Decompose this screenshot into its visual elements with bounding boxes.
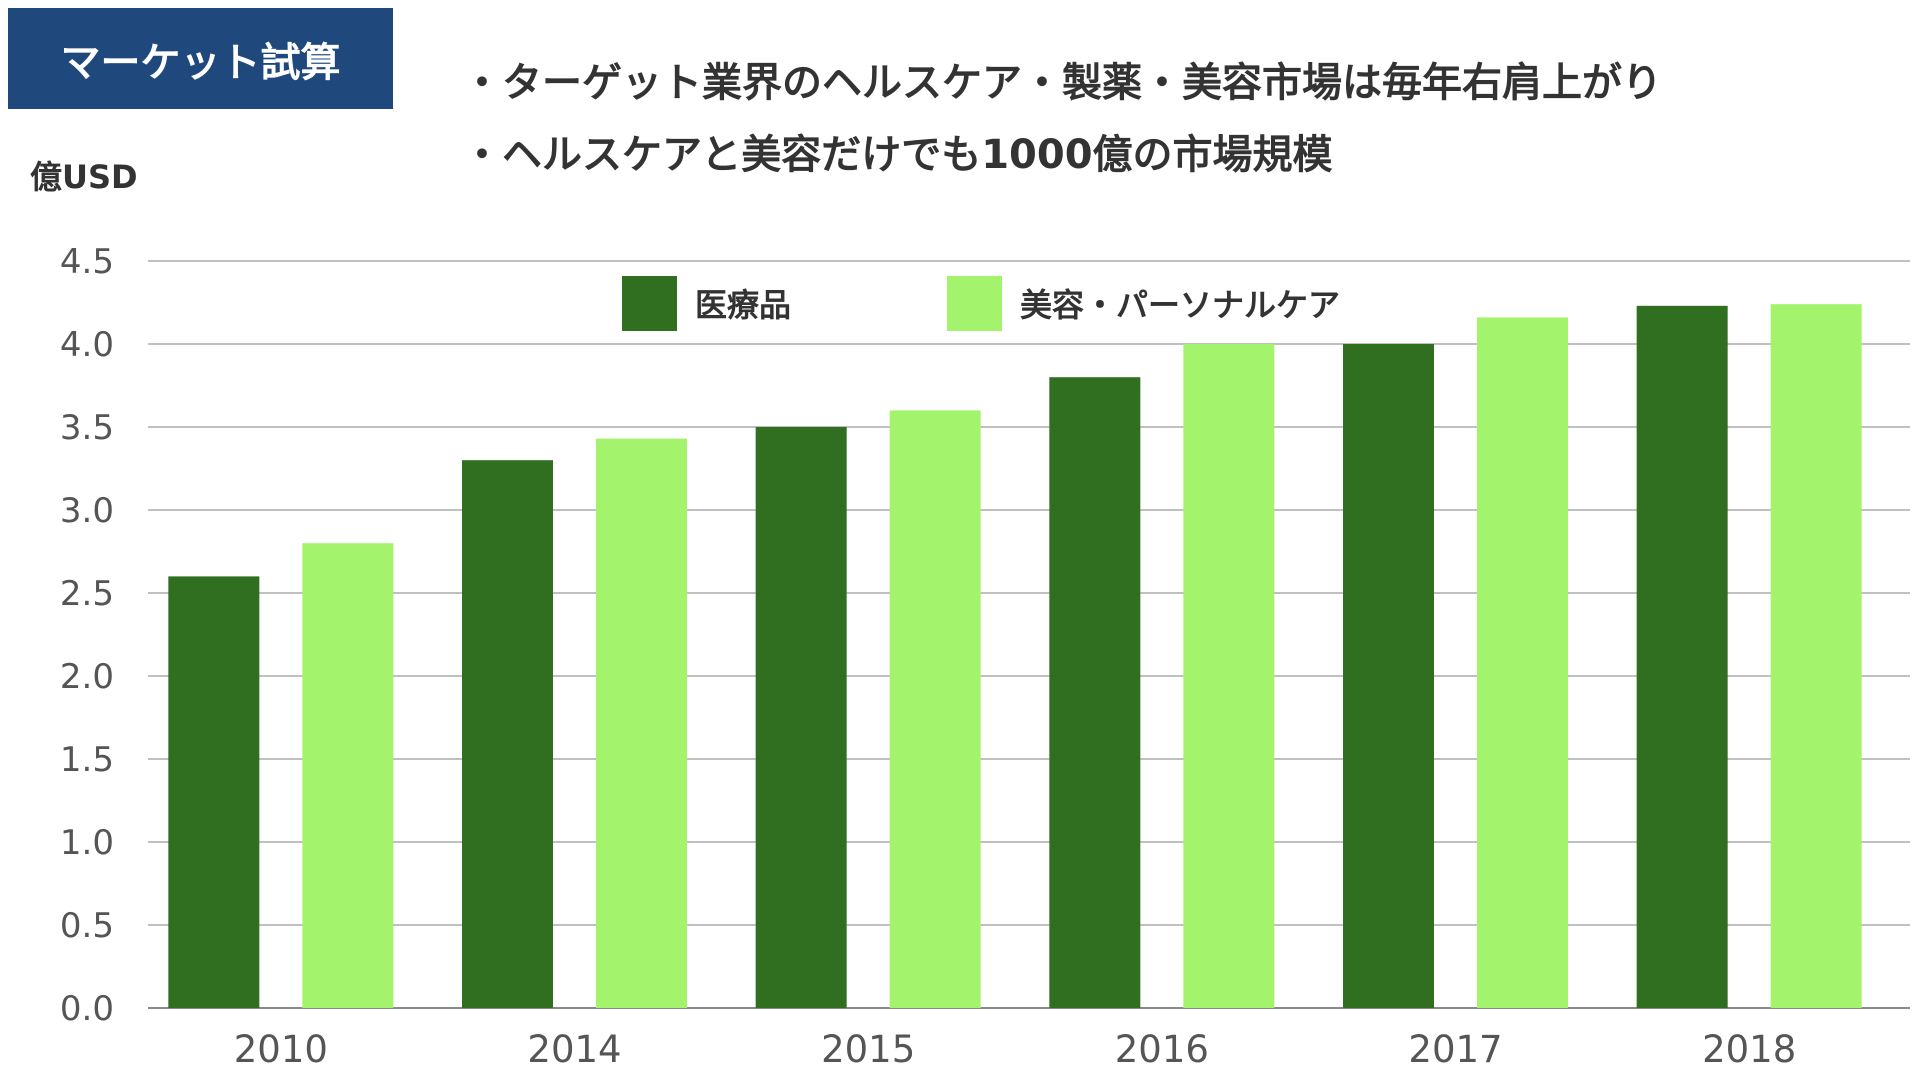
x-tick-label: 2017 — [1408, 1028, 1502, 1071]
bullet-point: ・ヘルスケアと美容だけでも1000億の市場規模 — [462, 132, 1333, 178]
y-tick-label: 2.0 — [60, 657, 114, 697]
slide-title: マーケット試算 — [8, 8, 393, 109]
bullet-list: ・ターゲット業界のヘルスケア・製薬・美容市場は毎年右肩上がり ・ヘルスケアと美容… — [462, 54, 1662, 198]
legend-swatch — [622, 276, 677, 331]
bar-medical — [462, 460, 553, 1008]
bar-beauty — [1183, 344, 1275, 1008]
y-tick-label: 4.0 — [60, 325, 114, 365]
bullet-point: ・ターゲット業界のヘルスケア・製薬・美容市場は毎年右肩上がり — [462, 60, 1662, 106]
y-tick-label: 0.0 — [60, 989, 114, 1029]
y-axis-unit-label: 億USD — [30, 158, 138, 196]
bar-medical — [1343, 344, 1434, 1008]
bar-medical — [1636, 305, 1728, 1008]
x-tick-label: 2018 — [1702, 1028, 1796, 1071]
bar-beauty — [596, 438, 687, 1008]
legend-label: 医療品 — [695, 286, 791, 324]
x-tick-label: 2014 — [527, 1028, 621, 1071]
y-tick-label: 3.5 — [60, 408, 114, 448]
legend-label: 美容・パーソナルケア — [1020, 286, 1340, 324]
y-tick-label: 3.0 — [60, 491, 114, 531]
y-tick-label: 2.5 — [60, 574, 114, 614]
bar-medical — [755, 427, 847, 1008]
x-tick-label: 2010 — [234, 1028, 328, 1071]
y-tick-label: 1.0 — [60, 823, 114, 863]
bar-beauty — [302, 543, 394, 1008]
x-tick-label: 2016 — [1115, 1028, 1209, 1071]
x-tick-label: 2015 — [821, 1028, 915, 1071]
bar-beauty — [1770, 304, 1862, 1008]
bar-medical — [1049, 377, 1141, 1008]
y-tick-label: 4.5 — [60, 242, 114, 282]
legend-swatch — [947, 276, 1002, 331]
bar-beauty — [889, 410, 981, 1008]
y-tick-label: 1.5 — [60, 740, 114, 780]
bar-beauty — [1477, 317, 1568, 1008]
y-tick-label: 0.5 — [60, 906, 114, 946]
bar-medical — [168, 576, 260, 1008]
